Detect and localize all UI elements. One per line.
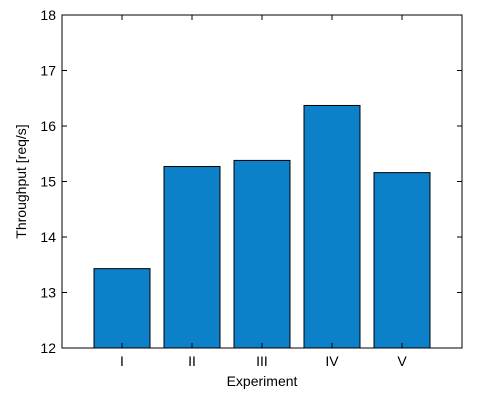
x-tick-label: III	[256, 353, 268, 369]
bars-group	[93, 104, 431, 349]
y-axis-ticks: 12 13 14 15 16 17 18	[40, 7, 462, 356]
bar-V	[373, 172, 431, 349]
y-tick-label: 17	[40, 63, 56, 79]
bar-II	[163, 166, 221, 349]
x-axis-ticks: I II III IV V	[120, 15, 407, 369]
y-tick-label: 15	[40, 174, 56, 190]
y-tick-label: 14	[40, 229, 56, 245]
y-axis-label: Throughput [req/s]	[13, 124, 29, 238]
y-tick-label: 13	[40, 285, 56, 301]
x-tick-label: II	[188, 353, 196, 369]
bar-I	[93, 268, 151, 349]
x-tick-label: I	[120, 353, 124, 369]
y-tick-label: 18	[40, 7, 56, 23]
x-axis-label: Experiment	[227, 373, 298, 389]
x-tick-label: V	[397, 353, 407, 369]
bar-IV	[303, 104, 361, 349]
bar-III	[233, 159, 291, 349]
y-tick-label: 12	[40, 340, 56, 356]
y-tick-label: 16	[40, 118, 56, 134]
x-tick-label: IV	[325, 353, 339, 369]
